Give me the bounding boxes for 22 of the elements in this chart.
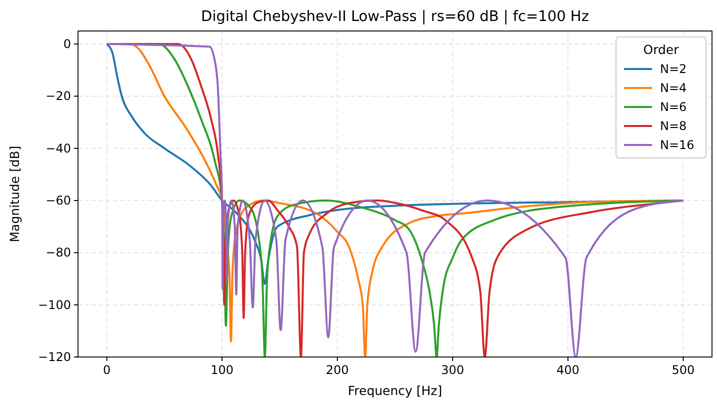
y-tick-label: −60 [46,194,71,208]
legend-label: N=4 [660,81,687,95]
legend-title: Order [643,42,680,57]
y-tick-label: −80 [46,246,71,260]
y-tick-label: −120 [38,350,71,364]
x-tick-label: 100 [210,363,234,377]
legend-label: N=8 [660,119,687,133]
legend-label: N=2 [660,62,687,76]
y-tick-label: −20 [46,89,71,104]
chart-title: Digital Chebyshev-II Low-Pass | rs=60 dB | fc=100 Hz [201,9,589,25]
x-tick-label: 200 [326,363,349,377]
x-tick-label: 500 [672,363,695,377]
x-tick-label: 300 [441,363,464,377]
x-tick-label: 400 [556,363,580,377]
y-tick-label: −40 [46,141,71,156]
legend-label: N=16 [660,138,694,152]
y-axis-title: Magnitude [dB] [7,146,22,242]
x-axis-title: Frequency [Hz] [348,383,442,398]
y-tick-label: −100 [38,298,71,312]
x-tick-label: 0 [103,363,111,377]
legend-label: N=6 [660,100,687,114]
y-tick-label: 0 [63,37,71,52]
